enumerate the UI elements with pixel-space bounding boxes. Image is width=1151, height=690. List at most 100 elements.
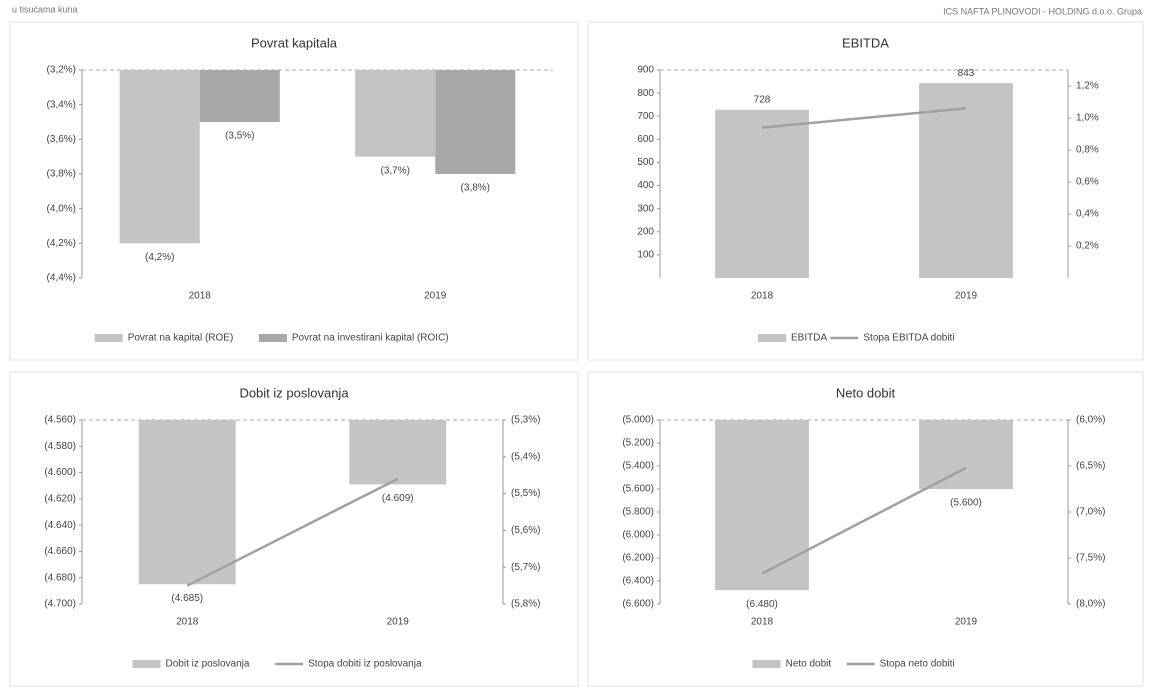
y2-tick-label: (8,0%) xyxy=(1076,599,1105,610)
y-tick-label: (4,4%) xyxy=(47,273,76,284)
y2-tick-label: (5,8%) xyxy=(511,599,540,610)
y-tick-label: 300 xyxy=(637,203,654,214)
y-tick-label: (4,0%) xyxy=(47,203,76,214)
y2-tick-label: (5,3%) xyxy=(511,415,540,426)
line-series xyxy=(761,107,967,129)
x-tick-label: 2019 xyxy=(955,291,978,302)
y2-tick-label: 0,6% xyxy=(1076,177,1099,188)
y-tick-label: (4.700) xyxy=(44,599,76,610)
x-tick-label: 2019 xyxy=(387,617,410,628)
bar xyxy=(349,420,447,485)
y-tick-label: (4.560) xyxy=(44,415,76,426)
legend-label: Dobit iz poslovanja xyxy=(166,659,250,670)
chart-panel: Neto dobit (5.000) (5.200) (5.400) (5.600) (5… xyxy=(587,371,1144,687)
y-tick-label: (3,6%) xyxy=(47,134,76,145)
chart-title: Dobit iz poslovanja xyxy=(239,385,349,400)
value-label: (4,2%) xyxy=(145,252,174,263)
y2-tick-label: (6,5%) xyxy=(1076,461,1105,472)
y-tick-label: (4.620) xyxy=(44,493,76,504)
y-tick-label: (3,8%) xyxy=(47,169,76,180)
x-tick-label: 2018 xyxy=(751,617,774,628)
y2-tick-label: 0,2% xyxy=(1076,241,1099,252)
value-label: 728 xyxy=(754,94,771,105)
x-tick-label: 2018 xyxy=(189,291,212,302)
y-tick-label: (4.600) xyxy=(44,467,76,478)
y2-tick-label: 0,4% xyxy=(1076,209,1099,220)
x-tick-label: 2018 xyxy=(176,617,199,628)
bar xyxy=(138,420,236,585)
y-tick-label: 700 xyxy=(637,111,654,122)
y2-tick-label: (7,5%) xyxy=(1076,553,1105,564)
value-label: (5.600) xyxy=(950,498,982,509)
x-tick-label: 2019 xyxy=(424,291,447,302)
y-tick-label: (4.680) xyxy=(44,572,76,583)
y-tick-label: (5.200) xyxy=(622,438,654,449)
y2-tick-label: 1,0% xyxy=(1076,113,1099,124)
legend-swatch xyxy=(758,334,786,342)
y-tick-label: (3,2%) xyxy=(47,65,76,76)
y2-tick-label: (5,6%) xyxy=(511,525,540,536)
legend-swatch xyxy=(258,334,287,342)
chart-panel: Povrat kapitala (3,2%) (3,4%) (3,6%) (3,8%) (… xyxy=(9,21,579,361)
legend-label: Neto dobit xyxy=(786,659,832,670)
panel-frame xyxy=(9,371,579,687)
y-tick-label: 900 xyxy=(637,65,654,76)
chart-panel: EBITDA 100 200 300 400 500 600 700 800 900 0,2% 0,4… xyxy=(587,21,1144,361)
panel-frame xyxy=(587,371,1144,687)
x-tick-label: 2019 xyxy=(955,617,978,628)
legend-label: Stopa neto dobiti xyxy=(880,659,955,670)
bar xyxy=(199,70,280,122)
y2-tick-label: (7,0%) xyxy=(1076,507,1105,518)
y2-tick-label: (5,4%) xyxy=(511,451,540,462)
y2-tick-label: 0,8% xyxy=(1076,145,1099,156)
y-tick-label: (5.600) xyxy=(622,484,654,495)
value-label: 843 xyxy=(958,68,975,79)
bar xyxy=(435,70,516,174)
legend-label: Stopa dobiti iz poslovanja xyxy=(308,659,422,670)
bar xyxy=(119,70,200,244)
legend-swatch xyxy=(132,660,161,668)
y-tick-label: (6.200) xyxy=(622,553,654,564)
line-series xyxy=(761,466,967,575)
legend-label: EBITDA xyxy=(791,333,827,344)
y-tick-label: (4.580) xyxy=(44,441,76,452)
x-tick-label: 2018 xyxy=(751,291,774,302)
chart-title: Povrat kapitala xyxy=(251,35,338,50)
y-tick-label: (4.660) xyxy=(44,546,76,557)
legend-label: Povrat na kapital (ROE) xyxy=(128,333,234,344)
y-tick-label: (6.400) xyxy=(622,576,654,587)
chart-panel: Dobit iz poslovanja (4.560) (4.580) (4.600)… xyxy=(9,371,579,687)
bar xyxy=(715,420,809,591)
y-tick-label: 800 xyxy=(637,88,654,99)
header-right: ICS NAFTA PLINOVODI - HOLDING d.o.o. Gru… xyxy=(943,6,1142,16)
y-tick-label: (4.640) xyxy=(44,520,76,531)
y-tick-label: (3,4%) xyxy=(47,99,76,110)
y-tick-label: 400 xyxy=(637,180,654,191)
line-series xyxy=(186,477,399,587)
y2-tick-label: (6,0%) xyxy=(1076,415,1105,426)
value-label: (4.685) xyxy=(171,593,203,604)
y-tick-label: (5.800) xyxy=(622,507,654,518)
legend-label: Stopa EBITDA dobiti xyxy=(863,333,954,344)
bar xyxy=(919,420,1013,489)
y2-tick-label: (5,5%) xyxy=(511,488,540,499)
y-tick-label: (6.600) xyxy=(622,599,654,610)
value-label: (3,7%) xyxy=(380,165,409,176)
y-tick-label: (4,2%) xyxy=(47,238,76,249)
value-label: (4.609) xyxy=(382,493,414,504)
panel-frame xyxy=(587,21,1144,361)
y2-tick-label: 1,2% xyxy=(1076,81,1099,92)
y-tick-label: (5.400) xyxy=(622,461,654,472)
legend-swatch xyxy=(94,334,123,342)
legend-label: Povrat na investirani kapital (ROIC) xyxy=(292,333,449,344)
chart-title: Neto dobit xyxy=(836,385,896,400)
y2-tick-label: (5,7%) xyxy=(511,562,540,573)
header-left: u tisućama kuna xyxy=(12,4,78,14)
y-tick-label: (5.000) xyxy=(622,415,654,426)
value-label: (3,5%) xyxy=(225,131,254,142)
y-tick-label: 200 xyxy=(637,226,654,237)
value-label: (3,8%) xyxy=(461,183,490,194)
legend-swatch xyxy=(752,660,781,668)
